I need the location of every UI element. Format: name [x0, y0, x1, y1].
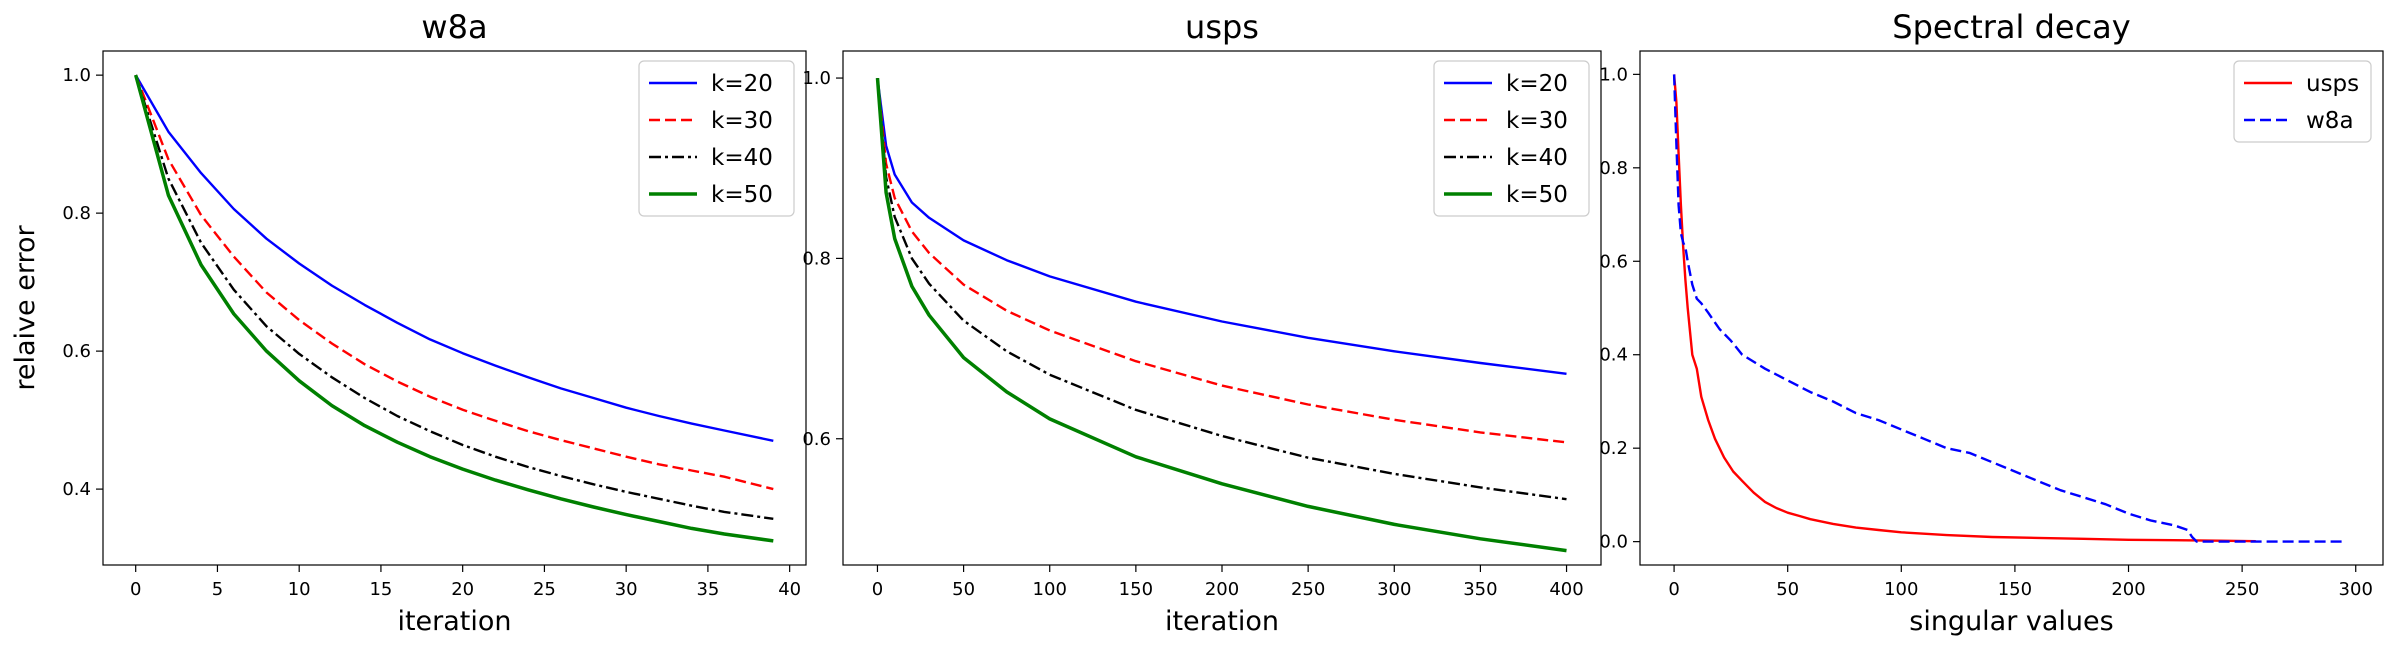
y-tick-label: 0.6: [62, 341, 91, 362]
legend-label: k=50: [711, 182, 773, 208]
legend: k=20 k=30 k=40 k=50: [638, 60, 795, 217]
x-tick-label: 15: [369, 579, 392, 600]
x-tick-label: 400: [1549, 579, 1583, 600]
x-tick-label: 200: [2111, 579, 2145, 600]
x-tick-label: 0: [1668, 579, 1679, 600]
y-tick-label: 0.8: [1599, 158, 1628, 179]
y-tick-label: 0.8: [802, 248, 831, 269]
x-tick-label: 250: [2225, 579, 2259, 600]
y-axis-label: relaive error: [10, 225, 41, 391]
axes-frame: [102, 50, 807, 566]
legend-label: k=40: [1506, 145, 1568, 171]
x-tick-label: 150: [1119, 579, 1153, 600]
legend-label: w8a: [2306, 108, 2354, 134]
series-lines: [1672, 74, 2347, 543]
x-tick-label: 0: [130, 579, 141, 600]
x-tick-label: 200: [1205, 579, 1239, 600]
legend-label: usps: [2306, 71, 2359, 97]
x-axis-label: iteration: [1165, 606, 1279, 637]
legend-label: k=20: [1506, 71, 1568, 97]
legend-box: [2233, 60, 2372, 143]
series-line-k=30: [134, 74, 774, 491]
x-tick-label: 250: [1291, 579, 1325, 600]
x-axis-label: singular values: [1909, 606, 2113, 637]
y-tick-label: 1.0: [802, 68, 831, 89]
chart-panel-1: 0 5 10 15 20 25 30 35 40 0.4 0.6 0.8 1.0 w8a iteration…: [10, 8, 807, 637]
x-tick-label: 50: [1776, 579, 1799, 600]
x-tick-label: 20: [451, 579, 474, 600]
chart-title: Spectral decay: [1892, 8, 2130, 46]
legend-box: [1433, 60, 1590, 217]
x-tick-label: 350: [1463, 579, 1497, 600]
chart-panel-2: 0 50 100 150 200 250 300 350 400 0.6 0.8 1.0 usps ite…: [802, 8, 1602, 637]
legend-box: [638, 60, 795, 217]
x-tick-label: 0: [872, 579, 883, 600]
series-line-k=20: [134, 74, 774, 442]
x-tick-label: 300: [1377, 579, 1411, 600]
y-tick-label: 1.0: [1599, 64, 1628, 85]
chart-panel-3: 0 50 100 150 200 250 300 0.0 0.2 0.4 0.6 0.8 1.0 Spec…: [1599, 8, 2384, 637]
y-tick-label: 0.6: [1599, 251, 1628, 272]
axes-frame: [1639, 50, 2384, 566]
x-tick-label: 30: [615, 579, 638, 600]
series-line-usps: [1672, 74, 2256, 543]
y-tick-label: 0.0: [1599, 532, 1628, 553]
series-line-k=50: [875, 77, 1567, 553]
chart-title: usps: [1185, 8, 1259, 46]
x-tick-label: 40: [778, 579, 801, 600]
x-tick-label: 100: [1884, 579, 1918, 600]
x-tick-label: 300: [2339, 579, 2373, 600]
x-tick-label: 5: [212, 579, 223, 600]
series-line-k=30: [876, 77, 1567, 444]
chart-title: w8a: [421, 8, 487, 46]
x-tick-label: 25: [533, 579, 556, 600]
x-tick-label: 100: [1033, 579, 1067, 600]
x-tick-label: 35: [696, 579, 719, 600]
series-lines: [134, 74, 774, 543]
y-tick-label: 0.4: [62, 479, 91, 500]
legend-label: k=30: [711, 108, 773, 134]
series-line-k=50: [134, 74, 774, 543]
series-line-k=20: [876, 77, 1567, 375]
series-line-w8a: [1672, 74, 2347, 543]
series-lines: [875, 77, 1567, 553]
legend-label: k=20: [711, 71, 773, 97]
y-tick-label: 1.0: [62, 65, 91, 86]
legend: usps w8a: [2233, 60, 2372, 143]
y-tick-label: 0.4: [1599, 345, 1628, 366]
legend-label: k=50: [1506, 182, 1568, 208]
legend: k=20 k=30 k=40 k=50: [1433, 60, 1590, 217]
x-tick-label: 150: [1998, 579, 2032, 600]
x-tick-label: 10: [288, 579, 311, 600]
y-tick-label: 0.8: [62, 203, 91, 224]
y-tick-label: 0.6: [802, 429, 831, 450]
y-tick-label: 0.2: [1599, 438, 1628, 459]
series-line-k=40: [876, 77, 1567, 501]
x-tick-label: 50: [952, 579, 975, 600]
x-axis-label: iteration: [397, 606, 511, 637]
series-line-k=40: [134, 74, 774, 520]
legend-label: k=40: [711, 145, 773, 171]
legend-label: k=30: [1506, 108, 1568, 134]
